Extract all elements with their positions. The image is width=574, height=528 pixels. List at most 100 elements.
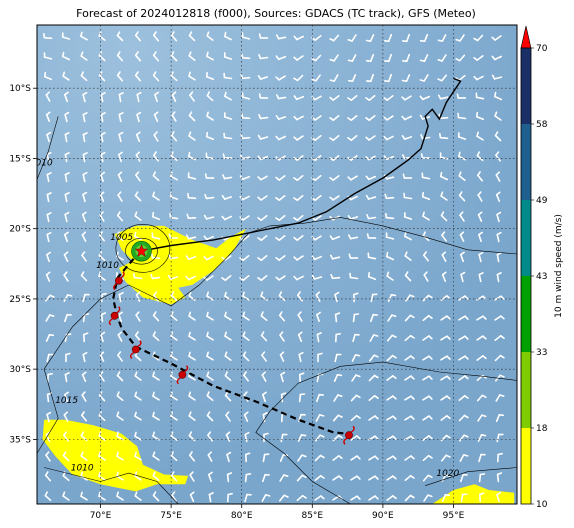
wind-barb (204, 193, 215, 200)
wind-barb (116, 471, 124, 481)
wind-barb (329, 155, 340, 161)
wind-barb (42, 32, 53, 40)
wind-barb (206, 31, 214, 41)
wind-barb (347, 155, 358, 161)
wind-barb (45, 111, 51, 122)
wind-barb (116, 491, 124, 501)
wind-barb (423, 494, 433, 502)
wind-barb (478, 271, 484, 283)
wind-barb (275, 34, 287, 40)
lon-tick-label: 95°E (443, 511, 465, 521)
wind-barb (206, 91, 214, 102)
wind-barb (293, 255, 304, 261)
wind-barb (422, 294, 433, 302)
current-position-star-icon (134, 243, 149, 257)
wind-barb (293, 135, 304, 141)
gale-area (432, 484, 515, 504)
wind-barb (135, 171, 141, 182)
wind-barb (170, 431, 178, 441)
wind-barb (423, 271, 429, 282)
wind-barb (494, 354, 505, 362)
wind-barb (293, 155, 304, 161)
map-plot-area[interactable]: 1005 1010 1010 1015 1010 1020 (30, 25, 517, 504)
wind-barb (242, 351, 250, 362)
wind-barb (257, 235, 268, 241)
isobar-label: 1010 (30, 158, 53, 168)
wind-barb (135, 131, 141, 143)
wind-barb (347, 95, 358, 101)
wind-barb (422, 211, 430, 221)
wind-barb (189, 451, 195, 462)
wind-barb (262, 453, 270, 463)
wind-barb (223, 112, 233, 120)
wind-barb (297, 434, 307, 442)
lat-tick-label: 30°S (9, 365, 31, 375)
wind-barb (365, 194, 377, 200)
wind-barb (437, 74, 448, 82)
wind-barb (207, 451, 213, 462)
wind-barb (80, 71, 88, 82)
wind-barb (170, 291, 178, 302)
wind-barb (152, 311, 160, 322)
wind-barb (494, 295, 505, 301)
wind-barb (404, 494, 415, 502)
wind-barb (205, 72, 215, 80)
wind-barb (275, 235, 286, 241)
wind-barb (187, 172, 197, 180)
wind-barb (350, 455, 361, 461)
wind-barb (459, 211, 465, 222)
wind-barb (99, 191, 105, 202)
wind-barb (134, 331, 142, 342)
wind-barb (311, 54, 322, 62)
wind-barb (152, 391, 160, 401)
wind-barb (117, 191, 123, 202)
wind-barb (496, 491, 502, 503)
colorbar-segment (521, 124, 531, 200)
wind-barb (118, 311, 123, 323)
wind-barb (206, 111, 214, 121)
wind-barb (422, 375, 433, 381)
wind-barb (206, 371, 214, 381)
wind-barb (153, 111, 159, 122)
wind-barb (383, 95, 394, 101)
wind-barb (170, 71, 178, 82)
wind-barb (478, 251, 484, 263)
wind-barb (350, 475, 361, 481)
wind-barb (315, 291, 321, 302)
wind-barb (98, 271, 106, 281)
wind-barb (152, 351, 160, 361)
wind-barb (185, 234, 197, 240)
wind-barb (419, 33, 429, 43)
wind-barb (188, 71, 196, 81)
wind-barb (150, 253, 161, 260)
wind-barb (46, 151, 52, 163)
wind-barb (224, 311, 232, 321)
wind-barb (134, 371, 142, 381)
wind-barb (329, 74, 339, 82)
wind-barb (404, 334, 415, 342)
wind-barb (257, 215, 268, 221)
wind-barb (152, 491, 160, 502)
wind-barb (100, 151, 106, 163)
wind-barb (458, 315, 469, 321)
wind-barb (275, 255, 286, 261)
cyclone-symbol (108, 306, 121, 326)
wind-barb (80, 451, 88, 461)
wind-barb (365, 95, 376, 101)
wind-barb (353, 292, 359, 303)
wind-barb (134, 411, 142, 421)
wind-barb (494, 111, 502, 121)
wind-barb (260, 311, 268, 322)
gridlines (37, 25, 517, 504)
wind-barb (185, 275, 196, 281)
wind-barb (495, 151, 501, 162)
wind-barbs (42, 31, 505, 503)
wind-barb (329, 235, 341, 241)
wind-barb (351, 374, 361, 382)
cyclone-symbol (343, 425, 355, 445)
wind-barb (152, 211, 160, 221)
wind-barb (116, 71, 124, 82)
wind-barb (65, 352, 71, 363)
wind-barb (64, 111, 70, 123)
wind-barb (117, 171, 123, 182)
